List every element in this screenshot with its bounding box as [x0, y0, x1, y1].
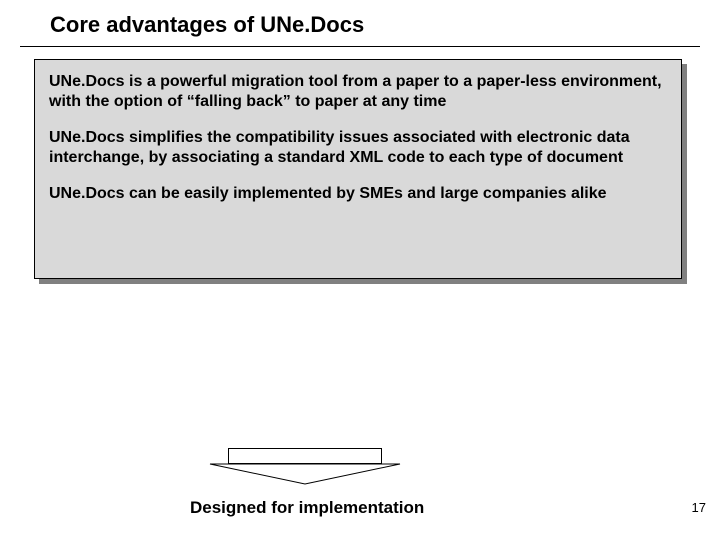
down-arrow-head-icon	[0, 0, 720, 540]
bottom-caption: Designed for implementation	[190, 498, 424, 518]
slide: Core advantages of UNe.Docs UNe.Docs is …	[0, 0, 720, 540]
page-number: 17	[692, 500, 706, 515]
